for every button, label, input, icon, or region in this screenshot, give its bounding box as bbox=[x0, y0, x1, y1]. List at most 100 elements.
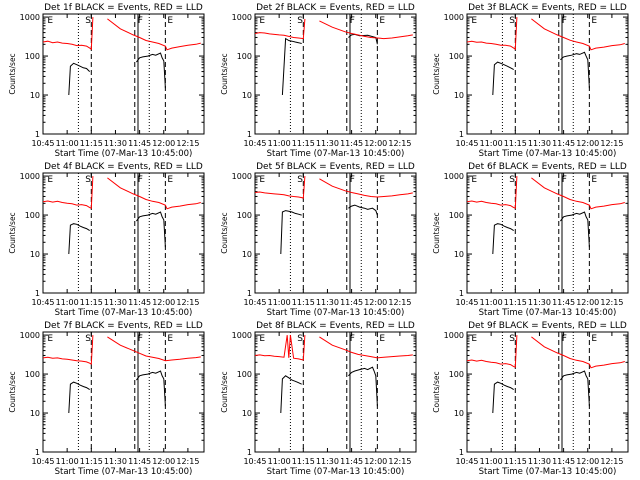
x-tick-label: 11:15 bbox=[292, 298, 315, 307]
y-tick-label: 1000 bbox=[444, 172, 464, 181]
y-axis-label: Counts/sec bbox=[8, 371, 17, 412]
y-tick-label: 10 bbox=[454, 250, 464, 259]
y-tick-label: 1 bbox=[247, 130, 252, 139]
event-label: F bbox=[562, 16, 567, 26]
event-label: S bbox=[297, 334, 303, 344]
x-tick-label: 11:30 bbox=[316, 139, 339, 148]
x-tick-label: 10:45 bbox=[455, 298, 478, 307]
x-tick-label: 11:00 bbox=[268, 298, 291, 307]
event-label: E bbox=[167, 175, 173, 185]
series-line-lld bbox=[467, 176, 518, 209]
data-layer bbox=[467, 176, 625, 255]
x-tick-label: 11:30 bbox=[104, 457, 127, 466]
series-line-lld bbox=[319, 178, 413, 198]
x-tick-label: 11:45 bbox=[552, 457, 575, 466]
y-tick-label: 100 bbox=[25, 52, 40, 61]
series-line-lld bbox=[107, 177, 201, 210]
x-tick-label: 12:15 bbox=[600, 139, 623, 148]
event-label: F bbox=[350, 175, 355, 185]
x-axis-label: Start Time (07-Mar-13 10:45:00) bbox=[267, 308, 405, 318]
x-axis-label: Start Time (07-Mar-13 10:45:00) bbox=[267, 149, 405, 159]
x-tick-label: 11:45 bbox=[340, 298, 363, 307]
y-tick-label: 10 bbox=[454, 91, 464, 100]
x-tick-label: 12:15 bbox=[388, 457, 411, 466]
x-tick-label: 12:00 bbox=[364, 139, 387, 148]
event-label: E bbox=[379, 334, 385, 344]
series-line-lld bbox=[255, 176, 306, 199]
x-axis-label: Start Time (07-Mar-13 10:45:00) bbox=[479, 467, 617, 477]
series-line-lld bbox=[319, 20, 413, 40]
event-label: S bbox=[85, 175, 91, 185]
y-tick-label: 1000 bbox=[20, 331, 40, 340]
series-line-lld bbox=[107, 18, 201, 51]
y-axis-label: Counts/sec bbox=[220, 212, 229, 253]
y-tick-label: 1000 bbox=[444, 331, 464, 340]
event-label: E bbox=[47, 16, 53, 26]
series-line-events bbox=[280, 210, 302, 255]
plot-frame bbox=[42, 13, 205, 135]
event-label: E bbox=[591, 175, 597, 185]
x-tick-label: 11:15 bbox=[504, 139, 527, 148]
y-axis-label: Counts/sec bbox=[432, 212, 441, 253]
x-axis-label: Start Time (07-Mar-13 10:45:00) bbox=[479, 149, 617, 159]
data-layer bbox=[43, 176, 201, 255]
y-tick-label: 1 bbox=[35, 130, 40, 139]
y-tick-label: 100 bbox=[25, 211, 40, 220]
event-label: E bbox=[167, 334, 173, 344]
y-tick-label: 10 bbox=[30, 409, 40, 418]
y-axis-label: Counts/sec bbox=[220, 371, 229, 412]
x-tick-label: 12:15 bbox=[600, 457, 623, 466]
data-layer bbox=[467, 17, 625, 96]
y-tick-label: 10 bbox=[30, 250, 40, 259]
y-tick-label: 1 bbox=[247, 448, 252, 457]
plot-frame bbox=[254, 13, 417, 135]
y-tick-label: 1000 bbox=[232, 172, 252, 181]
series-line-events bbox=[281, 37, 302, 96]
data-layer bbox=[43, 17, 201, 96]
x-tick-label: 11:30 bbox=[528, 457, 551, 466]
series-line-events bbox=[560, 51, 590, 89]
y-tick-label: 1 bbox=[459, 130, 464, 139]
x-tick-label: 11:30 bbox=[316, 298, 339, 307]
x-tick-label: 11:30 bbox=[528, 139, 551, 148]
y-tick-label: 100 bbox=[237, 211, 252, 220]
y-tick-label: 100 bbox=[25, 370, 40, 379]
panel-title: Det 5f BLACK = Events, RED = LLD bbox=[256, 162, 415, 172]
x-tick-label: 12:00 bbox=[364, 298, 387, 307]
y-axis-label: Counts/sec bbox=[432, 371, 441, 412]
series-line-lld bbox=[43, 17, 94, 51]
series-line-lld bbox=[467, 17, 518, 51]
series-line-events bbox=[135, 52, 166, 89]
x-tick-label: 12:15 bbox=[388, 139, 411, 148]
y-tick-label: 100 bbox=[449, 52, 464, 61]
y-tick-label: 1 bbox=[35, 289, 40, 298]
y-tick-label: 1 bbox=[247, 289, 252, 298]
plot-frame bbox=[466, 13, 629, 135]
x-tick-label: 10:45 bbox=[31, 139, 54, 148]
series-line-lld bbox=[467, 335, 518, 368]
x-tick-label: 12:00 bbox=[576, 457, 599, 466]
x-tick-label: 11:15 bbox=[80, 139, 103, 148]
y-tick-label: 1000 bbox=[20, 13, 40, 22]
event-label: S bbox=[297, 175, 303, 185]
y-tick-label: 1 bbox=[35, 448, 40, 457]
x-tick-label: 11:45 bbox=[552, 139, 575, 148]
x-tick-label: 10:45 bbox=[31, 298, 54, 307]
y-tick-label: 1 bbox=[459, 448, 464, 457]
event-label: E bbox=[259, 16, 265, 26]
x-tick-label: 11:45 bbox=[340, 139, 363, 148]
data-layer bbox=[43, 335, 201, 414]
x-tick-label: 10:45 bbox=[243, 457, 266, 466]
series-line-events bbox=[135, 211, 166, 248]
x-tick-label: 12:00 bbox=[152, 298, 175, 307]
y-tick-label: 10 bbox=[242, 91, 252, 100]
y-tick-label: 1 bbox=[459, 289, 464, 298]
x-tick-label: 11:30 bbox=[104, 139, 127, 148]
y-tick-label: 10 bbox=[242, 409, 252, 418]
series-line-events bbox=[280, 375, 302, 414]
x-axis-label: Start Time (07-Mar-13 10:45:00) bbox=[267, 467, 405, 477]
x-tick-label: 10:45 bbox=[243, 139, 266, 148]
